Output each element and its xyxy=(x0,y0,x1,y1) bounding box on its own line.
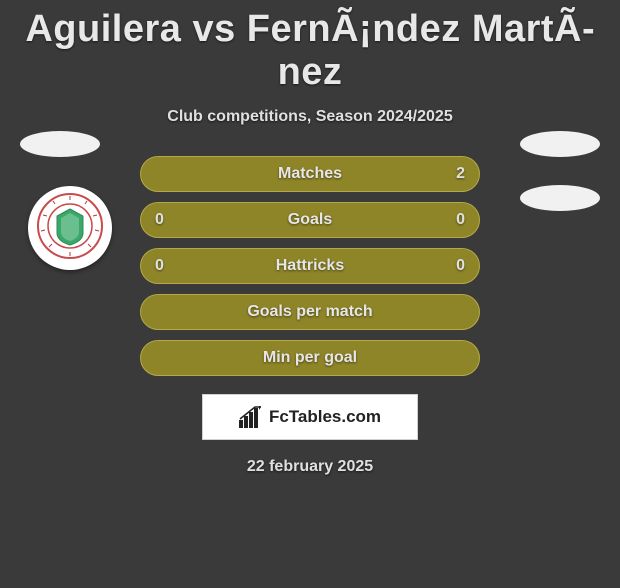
page-title: Aguilera vs FernÃ¡ndez MartÃ­nez xyxy=(0,8,620,94)
stat-left-value: 0 xyxy=(155,257,173,275)
stat-right-value: 2 xyxy=(447,165,465,183)
stat-row-hattricks: 0 Hattricks 0 xyxy=(140,248,480,284)
date-line: 22 february 2025 xyxy=(0,458,620,476)
stat-label: Goals per match xyxy=(141,303,479,321)
brand-link[interactable]: FcTables.com xyxy=(202,394,418,440)
club-badge xyxy=(28,186,112,270)
stat-label: Goals xyxy=(141,211,479,229)
right-ellipse-2 xyxy=(520,185,600,211)
stat-row-goals-per-match: Goals per match xyxy=(140,294,480,330)
stat-row-min-per-goal: Min per goal xyxy=(140,340,480,376)
club-badge-icon xyxy=(35,191,105,266)
stat-label: Hattricks xyxy=(141,257,479,275)
stat-label: Matches xyxy=(141,165,479,183)
stats-list: Matches 2 0 Goals 0 0 Hattricks 0 Goals … xyxy=(140,156,480,376)
left-ellipse-1 xyxy=(20,131,100,157)
brand-bars-icon xyxy=(239,406,265,428)
stat-right-value: 0 xyxy=(447,211,465,229)
stat-row-matches: Matches 2 xyxy=(140,156,480,192)
subtitle: Club competitions, Season 2024/2025 xyxy=(0,108,620,126)
stat-left-value: 0 xyxy=(155,211,173,229)
brand-text: FcTables.com xyxy=(269,407,381,427)
stat-right-value: 0 xyxy=(447,257,465,275)
stat-row-goals: 0 Goals 0 xyxy=(140,202,480,238)
stat-label: Min per goal xyxy=(141,349,479,367)
right-ellipse-1 xyxy=(520,131,600,157)
